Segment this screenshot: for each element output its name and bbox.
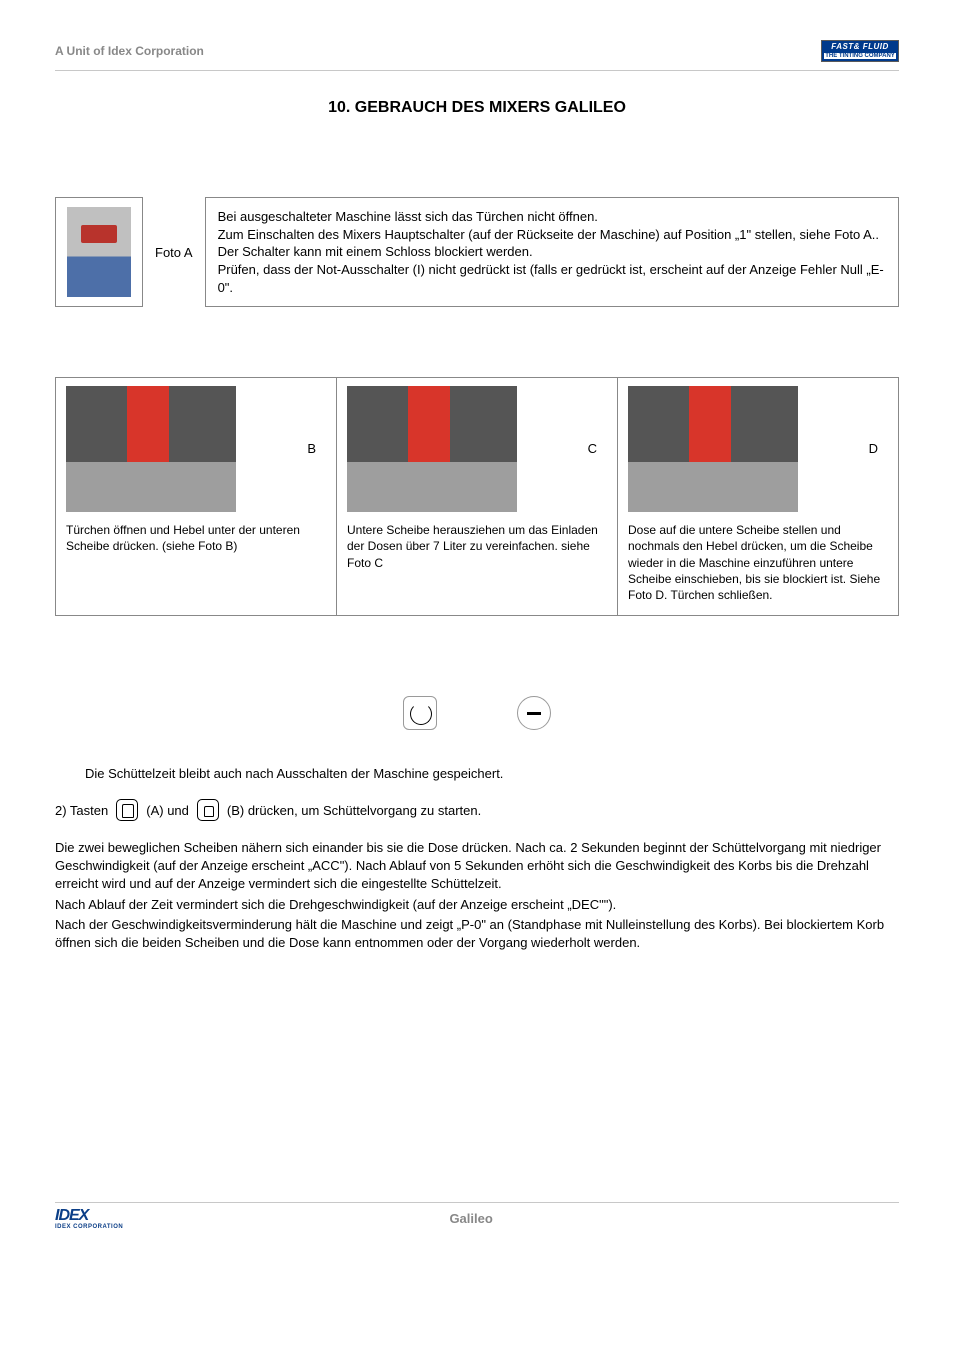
unit-label: A Unit of Idex Corporation (55, 44, 204, 58)
foto-b-cell: B Türchen öffnen und Hebel unter der unt… (56, 378, 336, 615)
control-icons-row (55, 696, 899, 730)
paragraph-1: Die zwei beweglichen Scheiben nähern sic… (55, 839, 899, 894)
idex-logo: IDEX IDEX CORPORATION (55, 1209, 123, 1229)
foto-a-text: Bei ausgeschalteter Maschine lässt sich … (205, 197, 899, 307)
brand-logo: FAST& FLUID THE TINTING COMPANY (821, 40, 899, 62)
foto-bcd-block: B Türchen öffnen und Hebel unter der unt… (55, 377, 899, 616)
foto-b-image (66, 386, 236, 512)
foto-c-text: Untere Scheibe herausziehen um das Einla… (347, 522, 607, 571)
foto-a-label: Foto A (151, 197, 197, 307)
foto-d-image (628, 386, 798, 512)
instruction-line-1: Die Schüttelzeit bleibt auch nach Aussch… (85, 766, 899, 781)
foto-a-thumb-box (55, 197, 143, 307)
line2-mid2: (B) drücken, um Schüttelvorgang zu start… (227, 803, 481, 818)
foto-b-text: Türchen öffnen und Hebel unter der unter… (66, 522, 326, 554)
foto-c-image (347, 386, 517, 512)
minus-button-icon (517, 696, 551, 730)
page-header: A Unit of Idex Corporation FAST& FLUID T… (55, 40, 899, 62)
instruction-line-2: 2) Tasten (A) und (B) drücken, um Schütt… (55, 799, 899, 821)
can-a-icon (116, 799, 138, 821)
idex-logo-subtext: IDEX CORPORATION (55, 1224, 123, 1230)
line2-prefix: 2) Tasten (55, 803, 108, 818)
paragraph-2: Nach Ablauf der Zeit vermindert sich die… (55, 896, 899, 914)
idex-logo-text: IDEX (55, 1209, 123, 1223)
line2-mid1: (A) und (146, 803, 189, 818)
brand-logo-top: FAST& FLUID (822, 43, 898, 52)
foto-c-letter: C (525, 440, 607, 458)
header-divider (55, 70, 899, 71)
footer-model-name: Galileo (123, 1211, 819, 1230)
foto-d-text: Dose auf die untere Scheibe stellen und … (628, 522, 888, 603)
foto-a-block: Foto A Bei ausgeschalteter Maschine läss… (55, 197, 899, 307)
timer-button-icon (403, 696, 437, 730)
paragraph-3: Nach der Geschwindigkeitsverminderung hä… (55, 916, 899, 952)
instructions-body: Die Schüttelzeit bleibt auch nach Aussch… (55, 766, 899, 952)
section-title: 10. GEBRAUCH DES MIXERS GALILEO (55, 99, 899, 117)
foto-d-cell: D Dose auf die untere Scheibe stellen un… (617, 378, 898, 615)
foto-a-image (67, 207, 131, 297)
page-footer: IDEX IDEX CORPORATION Galileo (55, 1209, 899, 1229)
brand-logo-bottom: THE TINTING COMPANY (824, 53, 896, 60)
foto-d-letter: D (806, 440, 888, 458)
foto-c-cell: C Untere Scheibe herausziehen um das Ein… (336, 378, 617, 615)
foto-b-letter: B (244, 440, 326, 458)
can-b-icon (197, 799, 219, 821)
footer-divider (55, 1202, 899, 1203)
